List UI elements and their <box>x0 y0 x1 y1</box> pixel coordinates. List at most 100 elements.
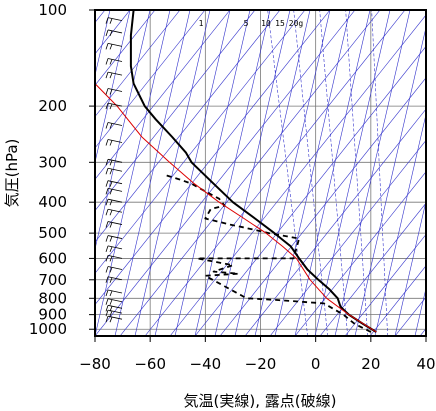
wind-barb-shaft <box>107 221 123 225</box>
isotherm-line <box>119 10 381 336</box>
wind-barbs <box>105 17 123 323</box>
wind-barb-shaft <box>107 139 123 143</box>
isotherm-line <box>95 10 206 149</box>
isotherm-line <box>219 77 426 336</box>
isotherm-line <box>419 327 426 336</box>
isotherm-line <box>244 108 426 336</box>
wind-barb-flag <box>109 189 113 195</box>
dry-adiabat-line <box>95 10 131 164</box>
wind-barb-flag <box>109 44 113 50</box>
y-tick-label: 600 <box>38 249 67 267</box>
wind-barb-flag <box>105 102 109 110</box>
wind-barb <box>105 255 123 262</box>
wind-barb-flag <box>105 266 109 273</box>
wind-barb-flag <box>105 309 109 317</box>
wind-barb-flag <box>105 17 109 24</box>
wind-barb <box>105 42 123 50</box>
x-tick-label: −40 <box>190 355 222 373</box>
y-tick-label: 400 <box>38 193 67 211</box>
x-tick-label: 0 <box>311 355 321 373</box>
wind-barb <box>105 208 123 216</box>
isotherm-line <box>194 45 426 336</box>
wind-barb <box>105 245 123 252</box>
wind-barb <box>105 298 123 305</box>
wind-barb <box>105 102 123 110</box>
wind-barb-flag <box>109 246 113 252</box>
x-axis: −80 −60 −40 −20 0 20 40 <box>79 336 436 373</box>
y-axis-title: 気圧(hPa) <box>3 139 21 208</box>
wind-barb-shaft <box>107 158 123 163</box>
isotherm-line <box>269 139 426 336</box>
isotherm-line <box>144 10 406 336</box>
wind-barb-flag <box>109 236 113 242</box>
wind-barb-flag <box>109 18 113 24</box>
wind-barb-flag <box>105 289 109 297</box>
wind-barb-shaft <box>107 71 123 76</box>
wind-barb-flag <box>105 209 109 216</box>
dry-adiabat-line <box>154 10 231 336</box>
wind-barb-shaft <box>107 235 123 239</box>
wind-barb-flag <box>109 256 113 262</box>
mixing-ratio-labels: 1 5 10 15 20g <box>199 19 304 28</box>
x-tick-label: 20 <box>361 355 380 373</box>
wind-barb-flag <box>109 290 113 297</box>
dry-adiabat-line <box>354 26 426 336</box>
wind-barb-shaft <box>107 187 123 192</box>
wind-barb-flag <box>109 73 113 79</box>
wind-barb-shaft <box>107 122 123 126</box>
y-tick-label: 900 <box>38 306 67 324</box>
wind-barb-flag <box>105 235 109 242</box>
isotherm-line <box>344 233 426 336</box>
wind-barb-shaft <box>107 17 123 22</box>
wind-barb-flag <box>109 181 113 187</box>
wind-barb-shaft <box>107 180 123 185</box>
wind-barb-shaft <box>107 42 123 47</box>
wind-barb-shaft <box>107 58 123 62</box>
mixing-ratio-label: 5 <box>244 19 249 28</box>
y-tick-label: 300 <box>38 153 67 171</box>
wind-barb-flag <box>105 199 109 206</box>
wind-barb-flag <box>109 103 113 110</box>
wind-barb-flag <box>109 222 113 228</box>
isotherm-line <box>95 10 231 180</box>
wind-barb-flag <box>105 168 109 175</box>
mixing-ratio-label: 10 <box>261 19 271 28</box>
wind-barb-flag <box>105 316 109 323</box>
isotherm-line <box>369 265 426 336</box>
temperature-line <box>129 10 377 333</box>
parcel-path-line <box>95 83 377 333</box>
x-tick-label: −20 <box>245 355 277 373</box>
wind-barb-shaft <box>107 167 123 172</box>
y-tick-label: 800 <box>38 289 67 307</box>
isotherm-line <box>95 10 306 274</box>
wind-barb-shaft <box>107 208 123 213</box>
wind-barb-shaft <box>107 304 123 309</box>
wind-barb <box>105 17 123 24</box>
wind-barb-flag <box>109 299 113 305</box>
wind-barb-shaft <box>107 266 123 270</box>
mixing-ratio-label: 1 <box>199 19 204 28</box>
wind-barb-flag <box>109 306 113 312</box>
dry-adiabat-line <box>234 10 311 336</box>
isotherm-line <box>95 10 256 212</box>
wind-barb <box>105 304 123 312</box>
wind-barb-flag <box>105 29 109 37</box>
wind-barb-flag <box>105 245 109 252</box>
dry-adiabat-line <box>274 10 351 336</box>
x-tick-label: −80 <box>79 355 111 373</box>
x-axis-title: 気温(実線), 露点(破線) <box>184 392 337 410</box>
dry-adiabat-line <box>95 10 151 251</box>
mixing-ratio-line <box>319 10 348 336</box>
y-tick-label: 1000 <box>29 320 67 338</box>
wind-barb <box>105 315 123 323</box>
wind-barb <box>105 235 123 242</box>
wind-barb-flag <box>105 58 109 65</box>
x-tick-label: −60 <box>134 355 166 373</box>
isotherm-line <box>95 10 156 86</box>
grid <box>95 10 426 336</box>
isotherm-line <box>95 10 281 243</box>
series <box>95 10 377 333</box>
wind-barb-flag <box>105 298 109 305</box>
wind-barb-shaft <box>107 276 123 281</box>
